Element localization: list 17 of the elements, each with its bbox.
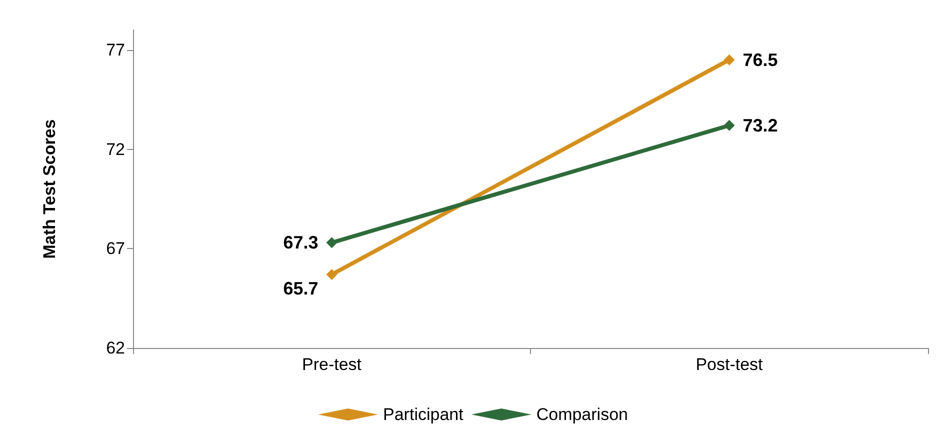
legend-label: Participant <box>383 405 464 424</box>
y-tick-label: 67 <box>106 239 125 258</box>
x-tick-label: Post-test <box>696 355 764 374</box>
point <box>724 54 735 66</box>
legend-label: Comparison <box>536 405 628 424</box>
y-tick-label: 62 <box>106 338 125 358</box>
point <box>326 237 338 248</box>
point <box>326 268 338 280</box>
y-tick-label: 77 <box>106 40 125 60</box>
x-tick-label: Pre-test <box>302 355 362 374</box>
y-axis-title: Math Test Scores <box>40 119 59 259</box>
data-label: 67.3 <box>283 232 318 253</box>
y-tick-label: 72 <box>106 140 125 159</box>
data-label: 65.7 <box>283 278 318 298</box>
data-label: 76.5 <box>742 50 778 70</box>
point <box>724 120 735 131</box>
data-label: 73.2 <box>742 115 778 136</box>
